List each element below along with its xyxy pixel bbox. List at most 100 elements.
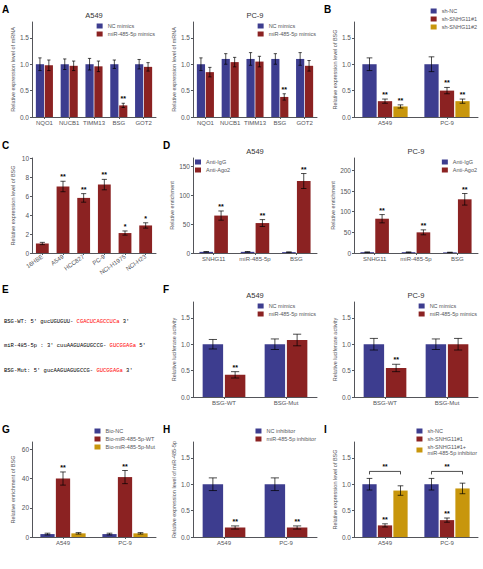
- svg-text:BSG: BSG: [290, 256, 303, 262]
- svg-text:1.0: 1.0: [342, 481, 351, 488]
- svg-text:4: 4: [25, 212, 29, 219]
- svg-text:0: 0: [25, 250, 29, 257]
- svg-text:CGACUCAGCCUCa: CGACUCAGCCUCa: [77, 318, 121, 325]
- svg-text:1.5: 1.5: [181, 314, 190, 321]
- svg-text:1.0: 1.0: [342, 61, 351, 68]
- svg-text:PC-9: PC-9: [407, 291, 424, 300]
- svg-text:100: 100: [340, 208, 351, 215]
- svg-text:Bio-NC: Bio-NC: [105, 428, 123, 434]
- svg-text:TIMM13: TIMM13: [244, 120, 267, 126]
- svg-text:**: **: [294, 518, 300, 525]
- svg-text:**: **: [282, 86, 288, 93]
- svg-text:**: **: [81, 186, 87, 193]
- svg-text:E: E: [2, 284, 9, 295]
- svg-text:**: **: [382, 516, 388, 523]
- svg-text:HCC827: HCC827: [63, 253, 86, 272]
- svg-text:Relative enrichment: Relative enrichment: [169, 181, 175, 230]
- svg-text:A549: A549: [56, 540, 71, 546]
- svg-text:C: C: [2, 140, 9, 151]
- svg-text:A549: A549: [378, 120, 393, 126]
- svg-text:150: 150: [340, 188, 351, 195]
- svg-text:**: **: [382, 463, 388, 470]
- svg-text:NC mimics: NC mimics: [108, 23, 135, 29]
- svg-text:NUCB1: NUCB1: [59, 120, 80, 126]
- svg-text:GOT2: GOT2: [135, 120, 152, 126]
- svg-text:NC mimics: NC mimics: [430, 303, 457, 309]
- svg-text:GUCGGAGa: GUCGGAGa: [96, 367, 123, 374]
- svg-text:**: **: [382, 91, 388, 98]
- svg-text:miR-485-5p mimics: miR-485-5p mimics: [269, 31, 317, 37]
- svg-text:SNHG11: SNHG11: [363, 256, 387, 262]
- svg-text:miR-485-5p: miR-485-5p: [400, 256, 432, 262]
- svg-text:Anti-Ago2: Anti-Ago2: [206, 167, 230, 173]
- svg-text:200: 200: [340, 167, 351, 174]
- svg-text:8: 8: [25, 174, 29, 181]
- svg-text:GUCGGAGa: GUCGGAGa: [110, 342, 137, 349]
- svg-text:miR-485-5p : 3' cuuAAGUAGUGCCG: miR-485-5p : 3' cuuAAGUAGUGCCG-: [4, 342, 110, 349]
- svg-text:Anti-Ago2: Anti-Ago2: [453, 167, 477, 173]
- svg-text:16HBE: 16HBE: [25, 254, 44, 270]
- svg-text:PC-9: PC-9: [440, 120, 454, 126]
- svg-text:**: **: [393, 356, 399, 363]
- svg-text:SNHG11: SNHG11: [202, 256, 226, 262]
- svg-text:Relative luciferase activity: Relative luciferase activity: [171, 318, 177, 382]
- svg-text:*: *: [144, 215, 147, 222]
- svg-text:1.0: 1.0: [181, 61, 190, 68]
- svg-text:0.5: 0.5: [20, 87, 29, 94]
- svg-text:1.5: 1.5: [342, 314, 351, 321]
- svg-text:20: 20: [22, 504, 30, 511]
- svg-text:0: 0: [25, 534, 29, 541]
- svg-text:*: *: [124, 223, 127, 230]
- svg-text:miR-485-5p inhibitor: miR-485-5p inhibitor: [427, 450, 477, 456]
- svg-text:0.0: 0.0: [181, 534, 190, 541]
- svg-text:0: 0: [186, 250, 190, 257]
- svg-text:1.5: 1.5: [181, 34, 190, 41]
- svg-text:**: **: [60, 173, 66, 180]
- svg-text:1.5: 1.5: [181, 454, 190, 461]
- svg-text:sh-NC: sh-NC: [427, 428, 443, 434]
- svg-text:miR-485-5p inhibitor: miR-485-5p inhibitor: [266, 436, 316, 442]
- svg-text:Relative expression level of B: Relative expression level of BSG: [332, 29, 338, 109]
- svg-text:0.0: 0.0: [342, 394, 351, 401]
- svg-text:BSG-Mut: 5' gucAAGUAGUGCCG-: BSG-Mut: 5' gucAAGUAGUGCCG-: [4, 367, 96, 374]
- svg-text:1.0: 1.0: [181, 341, 190, 348]
- svg-text:0.0: 0.0: [181, 394, 190, 401]
- svg-text:0.5: 0.5: [342, 367, 351, 374]
- svg-text:Bio-miR-485-5p-WT: Bio-miR-485-5p-WT: [105, 436, 155, 442]
- svg-text:B: B: [324, 4, 331, 15]
- svg-text:BSG-WT: BSG-WT: [373, 400, 397, 406]
- svg-text:**: **: [444, 79, 450, 86]
- svg-text:I: I: [324, 424, 327, 435]
- svg-text:0.5: 0.5: [181, 87, 190, 94]
- svg-text:Relative enrichment: Relative enrichment: [330, 181, 336, 230]
- svg-text:**: **: [60, 464, 66, 471]
- svg-text:**: **: [444, 463, 450, 470]
- svg-text:**: **: [121, 95, 127, 102]
- svg-text:1.5: 1.5: [20, 34, 29, 41]
- svg-text:Relative enrichment of BSG: Relative enrichment of BSG: [10, 456, 16, 524]
- svg-text:5': 5': [136, 342, 146, 349]
- svg-text:0.5: 0.5: [342, 87, 351, 94]
- svg-text:Relative expression level of B: Relative expression level of BSG: [10, 165, 16, 245]
- svg-text:**: **: [398, 97, 404, 104]
- svg-text:60: 60: [22, 446, 30, 453]
- svg-text:10: 10: [22, 155, 30, 162]
- svg-text:PC-9: PC-9: [279, 540, 293, 546]
- svg-text:**: **: [444, 510, 450, 517]
- svg-text:Relative expression level of m: Relative expression level of mRNA: [10, 27, 16, 112]
- svg-text:0.5: 0.5: [342, 507, 351, 514]
- svg-text:sh-SNHG11#2: sh-SNHG11#2: [442, 24, 477, 30]
- svg-text:1.0: 1.0: [181, 481, 190, 488]
- svg-text:**: **: [218, 203, 224, 210]
- svg-text:**: **: [460, 91, 466, 98]
- svg-text:Anti-IgG: Anti-IgG: [206, 159, 226, 165]
- svg-text:**: **: [122, 463, 128, 470]
- svg-text:**: **: [301, 166, 307, 173]
- svg-text:sh-SNHG11#1: sh-SNHG11#1: [442, 16, 477, 22]
- svg-text:BSG-WT: BSG-WT: [212, 400, 236, 406]
- svg-text:Relative expression level of B: Relative expression level of BSG: [332, 449, 338, 529]
- svg-text:NUCB1: NUCB1: [220, 120, 241, 126]
- svg-text:Relative expression level of m: Relative expression level of miR-485-5p: [171, 441, 177, 538]
- svg-text:0.5: 0.5: [181, 507, 190, 514]
- svg-text:NC mimics: NC mimics: [269, 23, 296, 29]
